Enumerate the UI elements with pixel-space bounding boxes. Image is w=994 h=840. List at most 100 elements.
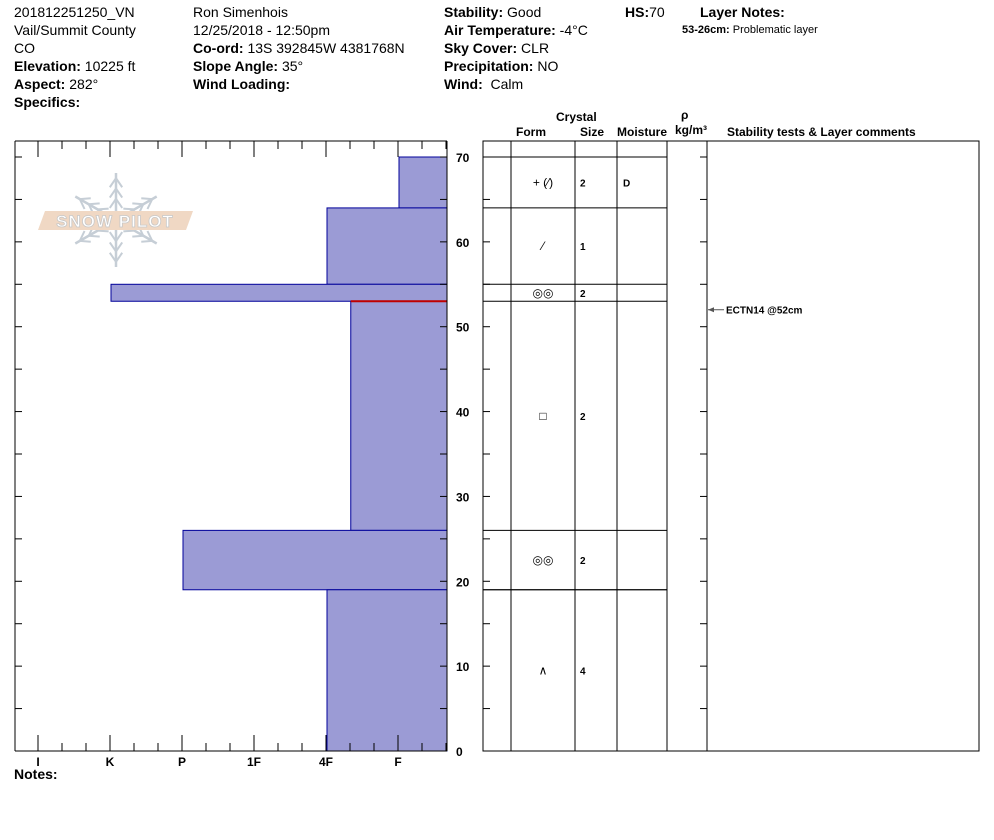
snowflake-branch [78, 198, 86, 210]
snowflake-branch [132, 202, 144, 206]
stability-label: Stability: [444, 4, 504, 20]
hardness-bar-4 [182, 529, 448, 591]
snowflake-branch [115, 177, 124, 188]
specifics: Specifics: [14, 93, 80, 111]
layer-note-range: 53-26cm: [682, 24, 730, 36]
sky-value: CLR [521, 40, 550, 56]
snowflake-branch [108, 231, 117, 242]
sky-cover: Sky Cover: CLR [444, 39, 549, 57]
table-header-comments: Stability tests & Layer comments [727, 125, 916, 139]
air-temp-value: -4°C [559, 22, 588, 38]
coord-value: 13S 392845W 4381768N [247, 40, 405, 56]
snowflake-branch [146, 230, 154, 242]
table-header-size: Size [580, 125, 604, 139]
snowflake-branch [88, 234, 100, 238]
crystal-form-symbol: ∧ [539, 663, 548, 677]
table-header-moisture: Moisture [617, 125, 667, 139]
x-tick-label: 1F [247, 755, 261, 769]
table-header-rho: ρ [681, 108, 688, 122]
wind-loading: Wind Loading: [193, 75, 290, 93]
y-tick-label: 10 [456, 660, 470, 674]
precip-label: Precipitation: [444, 58, 534, 74]
snowflake-branch [97, 207, 109, 211]
snowflake-branch [97, 229, 109, 233]
snowflake-branch [115, 187, 124, 199]
snowflake-branch [115, 252, 124, 263]
table-header-form: Form [516, 125, 546, 139]
hardness-bar-0 [398, 156, 448, 209]
layer-note: 53-26cm: Problematic layer [682, 24, 818, 37]
wind-loading-label: Wind Loading: [193, 76, 291, 92]
snowflake-branch [108, 198, 117, 209]
snowflake-branch [132, 234, 144, 238]
snowflake-branch [115, 231, 124, 242]
hardness-bar-1 [326, 207, 448, 285]
table-header-density_unit: kg/m³ [675, 123, 707, 137]
crystal-size: 2 [580, 412, 586, 423]
slope-value: 35° [281, 58, 304, 74]
x-tick-label: I [36, 755, 39, 769]
coord-label: Co-ord: [193, 40, 244, 56]
hardness-bar-3 [350, 300, 448, 531]
sky-label: Sky Cover: [444, 40, 518, 56]
y-tick-label: 0 [456, 745, 463, 759]
y-tick-label: 70 [456, 151, 470, 165]
layer-notes-label: Layer Notes: [700, 4, 785, 20]
aspect: Aspect: 282° [14, 75, 98, 93]
notes: Notes: [14, 765, 58, 783]
crystal-form-symbol: ◎◎ [533, 286, 554, 300]
hardness-bar-5 [326, 589, 448, 752]
y-tick-label: 50 [456, 321, 470, 335]
hardness-bar-2 [110, 283, 448, 302]
snowflake-branch [108, 241, 117, 253]
layer-notes-title: Layer Notes: [700, 3, 785, 21]
wind-label: Wind: [444, 76, 483, 92]
snowflake-branch [123, 207, 135, 211]
y-tick-label: 60 [456, 236, 470, 250]
crystal-size: 1 [580, 242, 586, 253]
hs-label: HS: [625, 4, 650, 20]
specifics-label: Specifics: [14, 94, 81, 110]
logo-banner [38, 211, 193, 230]
x-tick-label: F [394, 755, 401, 769]
crystal-form-symbol: + (⁄) [533, 175, 553, 189]
crystal-size: 2 [580, 289, 586, 300]
elevation-label: Elevation: [14, 58, 81, 74]
hs: HS:70 [625, 3, 665, 21]
slope-label: Slope Angle: [193, 58, 279, 74]
air-temperature: Air Temperature: -4°C [444, 21, 588, 39]
crystal-form-symbol: ⁄ [539, 239, 546, 253]
snowflake-branch [108, 187, 117, 199]
location: Vail/Summit County [14, 22, 136, 38]
observer: Ron Simenhois [193, 4, 288, 20]
x-tick-label: K [106, 755, 115, 769]
moisture: D [623, 178, 630, 189]
table-frame [482, 140, 980, 752]
slope-angle: Slope Angle: 35° [193, 57, 303, 75]
layer-note-text: Problematic layer [732, 24, 818, 36]
crystal-size: 2 [580, 556, 586, 567]
state: CO [14, 40, 35, 56]
datetime: 12/25/2018 - 12:50pm [193, 22, 330, 38]
logo-text: SNOW PILOT [56, 212, 174, 231]
snowflake-branch [79, 197, 91, 201]
stability: Stability: Good [444, 3, 541, 21]
crystal-form-symbol: ◎◎ [533, 553, 554, 567]
wind-value: Calm [490, 76, 524, 92]
aspect-value: 282° [69, 76, 99, 92]
snowflake-branch [88, 202, 100, 206]
elevation: Elevation: 10225 ft [14, 57, 135, 75]
aspect-label: Aspect: [14, 76, 66, 92]
coord: Co-ord: 13S 392845W 4381768N [193, 39, 405, 57]
x-tick-label: 4F [319, 755, 333, 769]
y-tick-label: 30 [456, 490, 470, 504]
notes-label: Notes: [14, 766, 58, 782]
crystal-size: 2 [580, 178, 586, 189]
snowflake-branch [108, 252, 117, 263]
table-header-crystal: Crystal [556, 110, 597, 124]
arrow-head-icon [708, 307, 714, 313]
snowflake-branch [115, 198, 124, 209]
snowflake-branch [79, 239, 91, 243]
snowflake-branch [141, 239, 153, 243]
